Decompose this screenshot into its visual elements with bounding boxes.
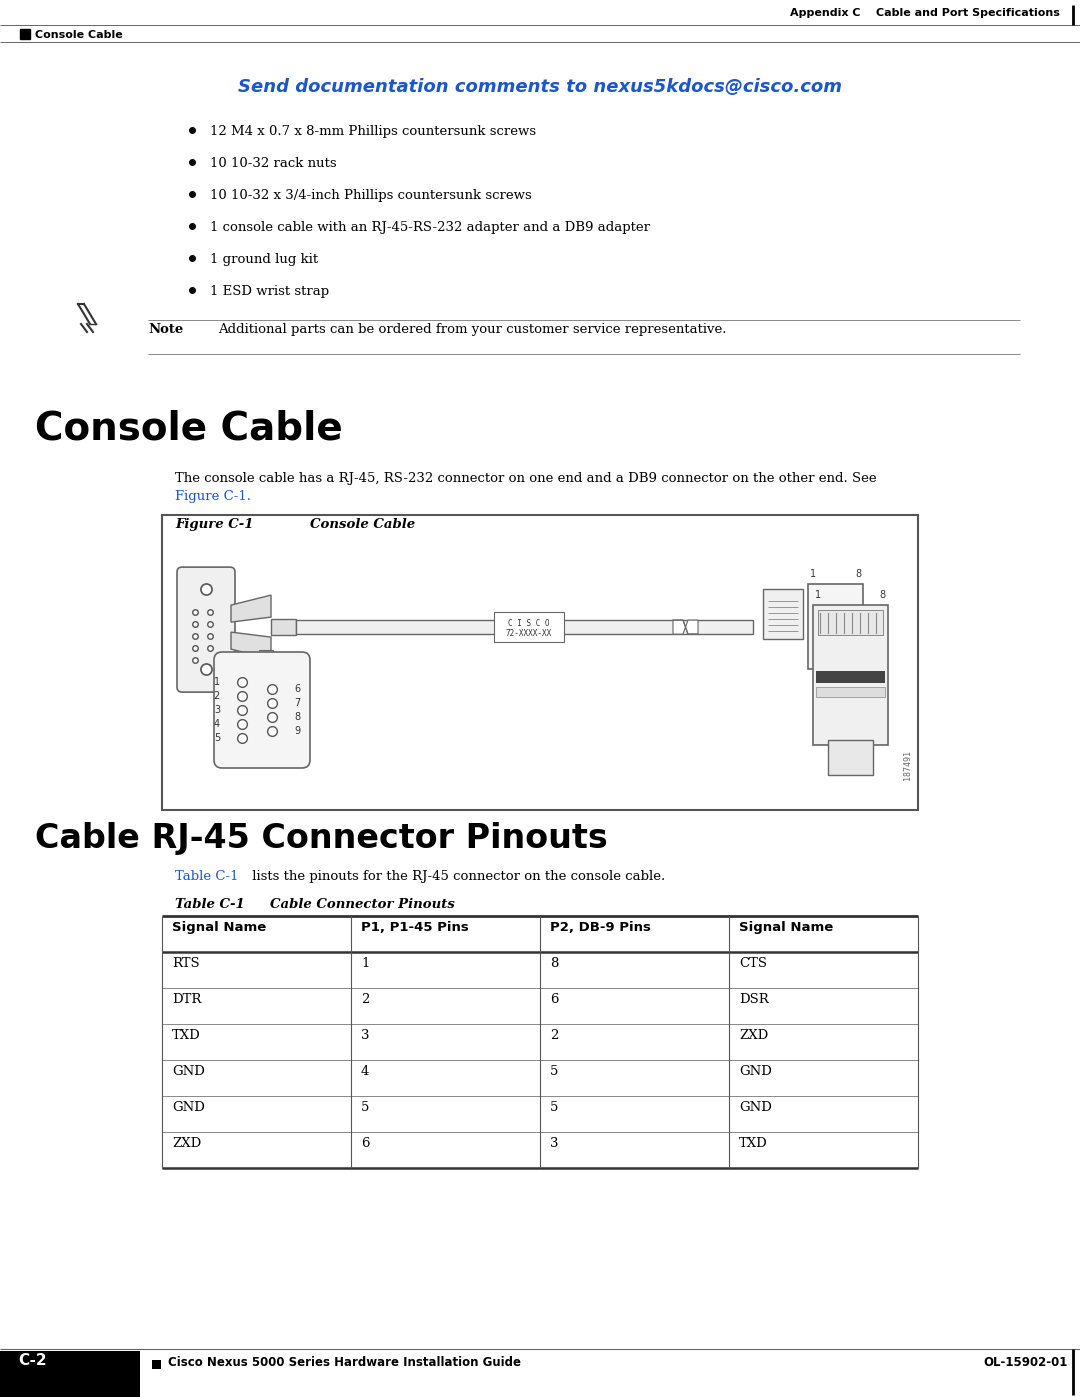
Bar	[162, 515, 918, 810]
Bar	[494, 612, 564, 643]
Bar	[762, 590, 804, 638]
Text: 2: 2	[550, 1030, 558, 1042]
Bar	[816, 687, 885, 697]
Text: 8: 8	[880, 590, 886, 599]
Text: 7: 7	[294, 698, 300, 708]
Text: P2, DB-9 Pins: P2, DB-9 Pins	[550, 921, 651, 935]
Text: 187491: 187491	[903, 750, 912, 780]
Text: Table C-1: Table C-1	[175, 898, 245, 911]
Polygon shape	[673, 620, 698, 634]
Text: Console Cable: Console Cable	[310, 518, 415, 531]
Bar	[259, 650, 273, 664]
Bar	[259, 661, 273, 675]
Text: TXD: TXD	[172, 1030, 201, 1042]
Text: Note: Note	[148, 323, 184, 337]
Text: Cable Connector Pinouts: Cable Connector Pinouts	[270, 898, 455, 911]
Text: 3: 3	[214, 705, 220, 715]
Text: The console cable has a RJ-45, RS-232 connector on one end and a DB9 connector o: The console cable has a RJ-45, RS-232 co…	[175, 472, 877, 485]
Text: Cable RJ-45 Connector Pinouts: Cable RJ-45 Connector Pinouts	[35, 821, 608, 855]
Bar	[296, 620, 753, 634]
Text: RTS: RTS	[172, 957, 200, 970]
Text: 3: 3	[550, 1137, 558, 1150]
Text: 8: 8	[855, 569, 861, 580]
Text: 12 M4 x 0.7 x 8-mm Phillips countersunk screws: 12 M4 x 0.7 x 8-mm Phillips countersunk …	[210, 124, 536, 138]
Text: 1 ground lug kit: 1 ground lug kit	[210, 253, 319, 265]
Text: 8: 8	[294, 712, 300, 722]
Text: 5: 5	[214, 733, 220, 743]
Text: 2: 2	[361, 993, 369, 1006]
Text: Additional parts can be ordered from your customer service representative.: Additional parts can be ordered from you…	[218, 323, 727, 337]
Text: 72-XXXX-XX: 72-XXXX-XX	[505, 629, 552, 638]
Text: ZXD: ZXD	[739, 1030, 768, 1042]
Text: Console Cable: Console Cable	[35, 29, 123, 41]
Text: 5: 5	[550, 1065, 558, 1078]
FancyBboxPatch shape	[177, 567, 235, 692]
Text: 1: 1	[815, 590, 821, 599]
Text: Cisco Nexus 5000 Series Hardware Installation Guide: Cisco Nexus 5000 Series Hardware Install…	[168, 1356, 521, 1369]
Bar	[271, 619, 296, 636]
Text: Figure C-1.: Figure C-1.	[175, 490, 251, 503]
Text: DTR: DTR	[172, 993, 201, 1006]
FancyBboxPatch shape	[214, 652, 310, 768]
Text: 9: 9	[294, 726, 300, 736]
Text: 1: 1	[810, 569, 816, 580]
Text: 1: 1	[361, 957, 369, 970]
Text: GND: GND	[172, 1065, 205, 1078]
Text: GND: GND	[172, 1101, 205, 1113]
Bar	[808, 584, 863, 669]
Text: 3: 3	[361, 1030, 369, 1042]
Text: Console Cable: Console Cable	[35, 409, 342, 448]
Text: lists the pinouts for the RJ-45 connector on the console cable.: lists the pinouts for the RJ-45 connecto…	[248, 870, 665, 883]
Text: C I S C O: C I S C O	[509, 619, 550, 629]
Text: 10 10-32 x 3/4-inch Phillips countersunk screws: 10 10-32 x 3/4-inch Phillips countersunk…	[210, 189, 531, 203]
Text: Signal Name: Signal Name	[739, 921, 834, 935]
Bar	[813, 605, 888, 745]
Text: CTS: CTS	[739, 957, 767, 970]
Text: 1 ESD wrist strap: 1 ESD wrist strap	[210, 285, 329, 298]
Text: 6: 6	[361, 1137, 369, 1150]
Text: 5: 5	[361, 1101, 369, 1113]
Bar	[814, 615, 858, 643]
Text: 2: 2	[214, 692, 220, 701]
Text: 6: 6	[294, 685, 300, 694]
Text: 10 10-32 rack nuts: 10 10-32 rack nuts	[210, 156, 337, 170]
Text: Signal Name: Signal Name	[172, 921, 267, 935]
Text: 1: 1	[214, 678, 220, 687]
Text: 6: 6	[550, 993, 558, 1006]
Bar	[21, 29, 30, 39]
Bar	[818, 610, 883, 636]
Text: 8: 8	[550, 957, 558, 970]
Bar	[816, 671, 885, 683]
Text: 5: 5	[550, 1101, 558, 1113]
Text: OL-15902-01: OL-15902-01	[984, 1356, 1068, 1369]
Text: ZXD: ZXD	[172, 1137, 201, 1150]
Text: Send documentation comments to nexus5kdocs@cisco.com: Send documentation comments to nexus5kdo…	[238, 78, 842, 96]
Text: Figure C-1: Figure C-1	[175, 518, 254, 531]
Text: C-2: C-2	[18, 1354, 46, 1368]
Text: TXD: TXD	[739, 1137, 768, 1150]
Text: GND: GND	[739, 1065, 772, 1078]
Text: GND: GND	[739, 1101, 772, 1113]
Text: DSR: DSR	[739, 993, 769, 1006]
Bar	[828, 740, 873, 775]
Text: 4: 4	[361, 1065, 369, 1078]
Text: 4: 4	[214, 719, 220, 729]
Text: Appendix C    Cable and Port Specifications: Appendix C Cable and Port Specifications	[791, 8, 1059, 18]
Polygon shape	[231, 631, 271, 659]
Bar	[152, 1361, 161, 1369]
Text: P1, P1-45 Pins: P1, P1-45 Pins	[361, 921, 469, 935]
Polygon shape	[231, 595, 271, 622]
Text: Table C-1: Table C-1	[175, 870, 239, 883]
Text: 1 console cable with an RJ-45-RS-232 adapter and a DB9 adapter: 1 console cable with an RJ-45-RS-232 ada…	[210, 221, 650, 235]
Bar	[0, 1351, 140, 1397]
